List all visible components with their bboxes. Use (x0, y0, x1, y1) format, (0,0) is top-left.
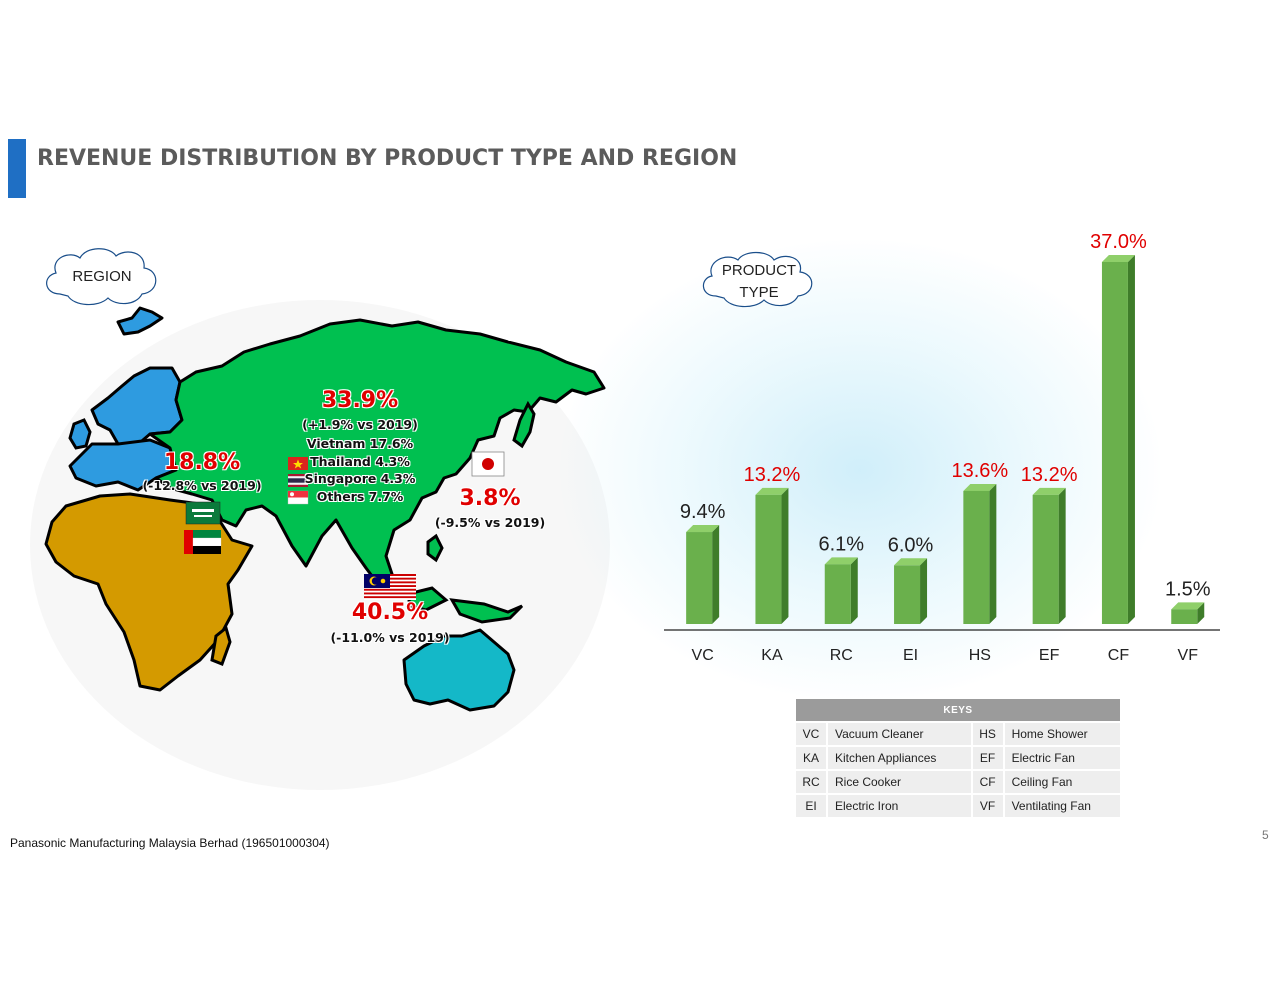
key-desc: Kitchen Appliances (828, 747, 971, 769)
key-code: EI (796, 795, 826, 817)
background-glow (560, 240, 1160, 700)
japan-island (512, 400, 536, 449)
key-code: VC (796, 723, 826, 745)
key-code: HS (972, 723, 1003, 745)
key-desc: Electric Fan (1004, 747, 1120, 769)
madagascar-island (210, 625, 232, 666)
bar-vc (686, 525, 720, 624)
key-desc: Home Shower (1004, 723, 1120, 745)
x-tick-ei: EI (903, 647, 918, 664)
asia-change: (+1.9% vs 2019) (302, 417, 418, 432)
region-cloud-label: REGION (72, 268, 132, 285)
keys-header: KEYS (796, 699, 1120, 721)
key-code: CF (972, 771, 1003, 793)
x-tick-rc: RC (830, 647, 853, 664)
asia-singapore: Singapore 4.3% (304, 471, 416, 486)
data-label-vc: 9.4% (680, 501, 726, 523)
x-tick-cf: CF (1108, 647, 1130, 664)
key-code: EF (972, 747, 1003, 769)
key-code: VF (972, 795, 1003, 817)
asia-thailand: Thailand 4.3% (310, 454, 410, 469)
europe-me-change: (-12.8% vs 2019) (142, 478, 262, 493)
key-code: KA (796, 747, 826, 769)
arctic-island (116, 306, 164, 336)
key-desc: Rice Cooker (828, 771, 971, 793)
asia-landmass (148, 318, 606, 586)
data-label-cf: 37.0% (1090, 231, 1147, 253)
indonesia-islands (406, 586, 449, 612)
data-label-ef: 13.2% (1021, 464, 1078, 486)
data-label-hs: 13.6% (951, 460, 1008, 482)
product-type-bar-chart: 9.4% VC 13.2% KA 6.1% RC 6.0% EI 13.6% HS 13.2% EF 3… (664, 231, 1220, 664)
europe-me-pct: 18.8% (163, 450, 241, 475)
saudi-flag (185, 501, 221, 525)
bar-rc (824, 557, 858, 624)
table-row: EI Electric Iron VF Ventilating Fan (796, 795, 1120, 817)
malaysia-flag (364, 574, 416, 600)
bar-vf (1171, 602, 1205, 624)
table-row: RC Rice Cooker CF Ceiling Fan (796, 771, 1120, 793)
world-map (44, 306, 606, 712)
x-tick-vf: VF (1178, 647, 1199, 664)
table-row: KA Kitchen Appliances EF Electric Fan (796, 747, 1120, 769)
uk-island (68, 418, 92, 450)
x-tick-ef: EF (1039, 647, 1060, 664)
product-cloud-shape (702, 251, 813, 308)
page-title: REVENUE DISTRIBUTION BY PRODUCT TYPE AND… (37, 146, 738, 171)
data-label-ei: 6.0% (888, 534, 934, 556)
philippines-islands (426, 533, 444, 563)
page-number: 5 (1262, 828, 1269, 842)
key-desc: Vacuum Cleaner (828, 723, 971, 745)
bar-cf (1101, 255, 1135, 624)
asia-pct: 33.9% (321, 388, 399, 413)
x-tick-ka: KA (761, 647, 783, 664)
x-tick-hs: HS (969, 647, 991, 664)
malaysia-change: (-11.0% vs 2019) (330, 630, 450, 645)
title-accent-bar (8, 139, 26, 198)
japan-change: (-9.5% vs 2019) (434, 515, 546, 530)
key-desc: Ventilating Fan (1004, 795, 1120, 817)
asia-others: Others 7.7% (316, 489, 404, 504)
table-row: VC Vacuum Cleaner HS Home Shower (796, 723, 1120, 745)
keys-table: KEYS VC Vacuum Cleaner HS Home Shower KA… (794, 697, 1122, 819)
product-cloud-label-line2: TYPE (739, 284, 779, 301)
bar-hs (963, 483, 997, 624)
data-label-ka: 13.2% (744, 464, 801, 486)
bar-ei (894, 558, 928, 624)
key-desc: Ceiling Fan (1004, 771, 1120, 793)
data-label-vf: 1.5% (1165, 578, 1211, 600)
key-desc: Electric Iron (828, 795, 971, 817)
asia-vietnam: Vietnam 17.6% (306, 436, 414, 451)
product-cloud-label-line1: PRODUCT (721, 262, 797, 279)
malaysia-pct: 40.5% (351, 600, 429, 625)
australia-landmass (402, 628, 516, 712)
region-cloud-shape (46, 248, 157, 306)
x-tick-vc: VC (692, 647, 714, 664)
newguinea-island (449, 598, 524, 624)
uae-flag (184, 530, 193, 554)
key-code: RC (796, 771, 826, 793)
japan-pct: 3.8% (459, 486, 521, 511)
data-label-rc: 6.1% (818, 533, 864, 555)
footer-company: Panasonic Manufacturing Malaysia Berhad … (10, 836, 330, 850)
bar-ef (1032, 487, 1066, 624)
bar-ka (755, 487, 789, 624)
